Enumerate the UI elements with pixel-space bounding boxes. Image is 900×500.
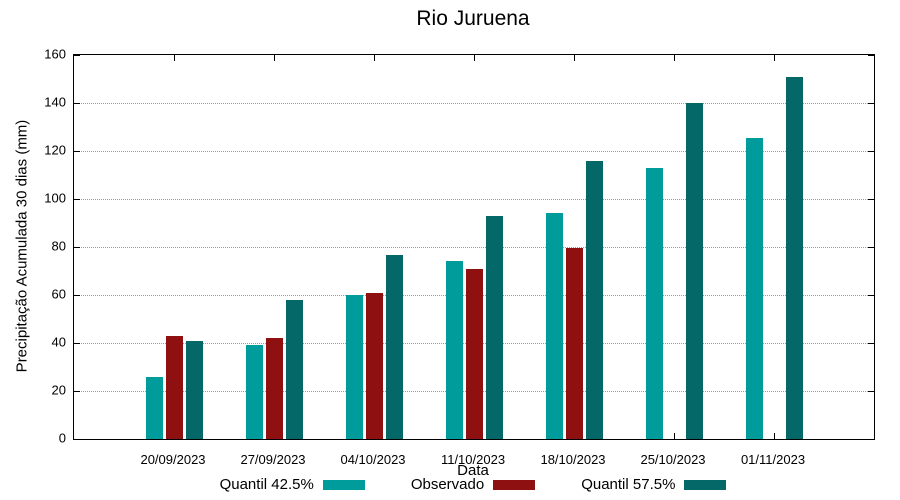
y-tick-mark [74,342,80,344]
bar-observado [465,268,483,439]
y-tick-label: 60 [51,286,66,302]
y-tick-mark [868,438,874,440]
bar-quantil-42-5- [345,295,363,439]
bar-observado [565,248,583,439]
bar-quantil-42-5- [545,213,563,439]
x-tick-mark [673,433,675,439]
y-tick-label: 140 [44,94,66,110]
bar-quantil-57-5- [285,299,303,439]
y-tick-mark [74,150,80,152]
y-tick-label: 120 [44,142,66,158]
y-tick-mark [868,54,874,56]
x-tick-mark [673,55,675,61]
x-tick-mark [373,55,375,61]
y-tick-mark [74,102,80,104]
x-tick-label: 04/10/2023 [340,452,406,467]
x-tick-label: 20/09/2023 [140,452,206,467]
bar-quantil-57-5- [785,76,803,439]
x-tick-label: 18/10/2023 [540,452,606,467]
bar-observado [365,292,383,439]
x-tick-label: 01/11/2023 [740,452,806,467]
y-tick-mark [868,294,874,296]
y-tick-mark [868,198,874,200]
bar-quantil-57-5- [585,160,603,439]
bar-quantil-42-5- [145,376,163,439]
x-tick-mark [773,433,775,439]
y-tick-mark [74,390,80,392]
x-tick-label: 25/10/2023 [640,452,706,467]
x-tick-mark [573,55,575,61]
legend-swatch [322,479,365,490]
chart-title: Rio Juruena [416,7,530,30]
bar-quantil-57-5- [185,340,203,439]
bar-quantil-57-5- [385,255,403,439]
y-tick-mark [74,246,80,248]
x-tick-mark [773,55,775,61]
x-tick-mark [273,55,275,61]
x-tick-label: 27/09/2023 [240,452,306,467]
bar-quantil-57-5- [485,215,503,439]
y-tick-label: 40 [51,334,66,350]
x-tick-label: 11/10/2023 [440,452,506,467]
bar-quantil-57-5- [685,103,703,439]
y-tick-mark [868,102,874,104]
y-tick-mark [868,342,874,344]
legend-swatch [684,479,727,490]
y-tick-mark [74,294,80,296]
legend-item: Quantil 42.5% [220,476,365,493]
y-tick-mark [74,54,80,56]
y-tick-label: 20 [51,382,66,398]
legend-label: Observado [410,476,485,493]
y-tick-label: 80 [51,238,66,254]
bar-observado [165,335,183,439]
legend-item: Quantil 57.5% [581,476,727,493]
gridline [74,199,874,200]
y-tick-label: 100 [44,190,66,206]
bar-quantil-42-5- [245,345,263,439]
x-tick-mark [173,55,175,61]
y-tick-mark [868,246,874,248]
legend-label: Quantil 57.5% [581,476,676,493]
y-tick-label: 0 [58,430,66,446]
legend: Quantil 42.5% Observado Quantil 57.5% [73,476,873,493]
x-axis-label: Data [457,462,489,479]
y-tick-mark [74,438,80,440]
gridline [74,247,874,248]
x-tick-mark [473,55,475,61]
y-tick-mark [868,390,874,392]
legend-label: Quantil 42.5% [219,476,314,493]
y-tick-label: 160 [44,46,66,62]
y-tick-mark [74,198,80,200]
bar-quantil-42-5- [645,167,663,439]
bar-quantil-42-5- [445,261,463,439]
legend-item: Observado [410,476,536,493]
legend-swatch [493,479,536,490]
plot-area [73,54,875,440]
bar-observado [265,338,283,439]
gridline [74,103,874,104]
y-tick-mark [868,150,874,152]
bar-quantil-42-5- [745,137,763,439]
gridline [74,151,874,152]
